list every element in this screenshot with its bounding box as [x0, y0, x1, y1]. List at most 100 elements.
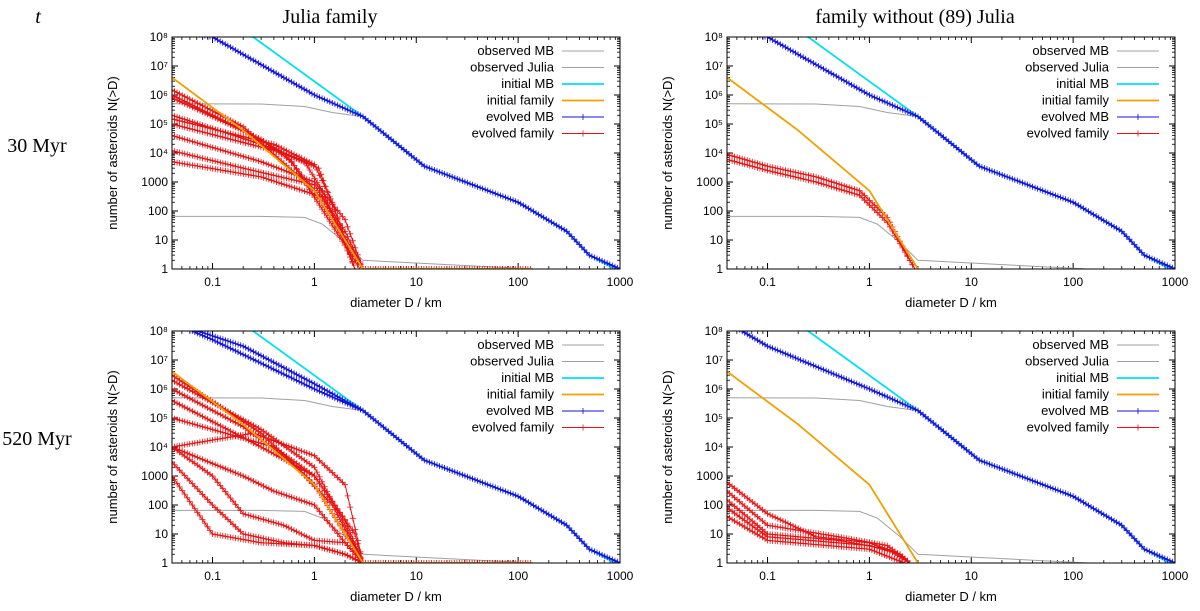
evolved-family-point	[319, 544, 326, 551]
evolved-mb-point	[1006, 174, 1013, 181]
evolved-mb-point	[252, 349, 259, 356]
evolved-mb-point	[265, 65, 272, 72]
evolved-family-point	[219, 412, 226, 419]
evolved-mb-point	[209, 37, 211, 40]
evolved-family-point	[451, 560, 458, 563]
evolved-family-point	[176, 134, 183, 141]
evolved-mb-point	[739, 331, 741, 333]
evolved-mb-point	[588, 547, 595, 554]
evolved-mb-point	[177, 27, 183, 33]
evolved-mb-point	[907, 404, 914, 411]
evolved-family-point	[181, 392, 188, 399]
evolved-family-point	[265, 176, 272, 183]
evolved-family-point	[191, 453, 198, 460]
evolved-family-point	[311, 542, 318, 549]
evolved-mb-point	[499, 487, 506, 494]
evolved-mb-point	[853, 84, 860, 91]
evolved-family-point	[214, 421, 221, 428]
x-tick-label: 1	[311, 569, 318, 583]
evolved-family-point	[172, 372, 175, 379]
legend-marker	[580, 408, 586, 414]
evolved-mb-point	[329, 100, 336, 106]
evolved-family-point	[349, 535, 356, 542]
evolved-mb-point	[283, 76, 290, 83]
evolved-family-point	[438, 560, 445, 563]
evolved-family-point	[423, 560, 430, 563]
evolved-mb-point	[441, 465, 448, 471]
evolved-family-point	[311, 181, 318, 188]
evolved-mb-point	[324, 97, 331, 104]
evolved-family-point	[443, 560, 450, 563]
evolved-mb-point	[245, 354, 252, 360]
y-tick-label: 100	[148, 204, 168, 218]
evolved-mb-point	[1067, 198, 1074, 205]
evolved-family-point	[403, 560, 410, 563]
evolved-family-point	[265, 171, 272, 178]
evolved-family-point	[790, 173, 797, 180]
evolved-family-point	[227, 122, 234, 128]
evolved-family-point	[382, 266, 389, 269]
evolved-family-point	[347, 504, 354, 511]
evolved-family-point	[413, 560, 420, 563]
evolved-mb-point	[354, 111, 361, 118]
evolved-family-point	[237, 164, 244, 171]
x-tick-label: 10	[965, 569, 979, 583]
evolved-mb-point	[242, 344, 249, 351]
evolved-family-point	[174, 117, 181, 124]
evolved-family-point	[258, 173, 265, 180]
evolved-mb-point	[357, 406, 364, 413]
evolved-mb-point	[1022, 180, 1028, 187]
legend-label: initial family	[1042, 387, 1110, 402]
evolved-mb-point	[344, 399, 351, 406]
evolved-mb-point	[339, 104, 346, 111]
y-tick-label: 1000	[141, 469, 168, 483]
y-axis-label: number of asteroids N(>D)	[105, 76, 120, 230]
evolved-family-point	[375, 560, 382, 563]
evolved-family-point	[204, 130, 211, 137]
evolved-family-point	[250, 478, 257, 485]
evolved-family-point	[779, 171, 786, 178]
x-tick-label: 100	[508, 275, 528, 289]
evolved-family-point	[316, 544, 323, 550]
evolved-family-point	[387, 266, 394, 269]
evolved-mb-point	[874, 389, 881, 396]
legend-marker	[1135, 408, 1141, 414]
evolved-family-point	[199, 456, 206, 463]
evolved-mb-point	[1075, 496, 1082, 503]
evolved-family-point	[242, 154, 249, 161]
evolved-mb-point	[535, 505, 542, 512]
evolved-family-point	[278, 149, 285, 156]
evolved-mb-point	[994, 464, 1001, 470]
evolved-family-point	[263, 139, 270, 146]
evolved-mb-point	[257, 61, 264, 68]
y-axis-label: number of asteroids N(>D)	[660, 370, 675, 524]
evolved-mb-point	[252, 357, 259, 364]
evolved-family-point	[227, 168, 234, 175]
evolved-family-point	[403, 266, 410, 269]
evolved-family-point	[869, 204, 876, 211]
evolved-mb-point	[444, 466, 451, 472]
y-tick-label: 10⁴	[149, 146, 168, 160]
evolved-family-point	[492, 266, 498, 269]
evolved-mb-point	[578, 244, 585, 251]
evolved-family-point	[347, 553, 354, 560]
evolved-family-point	[219, 485, 226, 492]
evolved-family-point	[275, 148, 282, 155]
evolved-family-point	[405, 266, 412, 269]
evolved-mb-point	[1042, 482, 1049, 489]
evolved-mb-point	[454, 175, 461, 182]
evolved-family-point	[774, 169, 781, 176]
evolved-mb-point	[777, 348, 784, 355]
evolved-family-point	[253, 423, 259, 430]
evolved-family-point	[179, 135, 186, 142]
evolved-family-point	[194, 140, 201, 146]
evolved-mb-point	[594, 255, 600, 262]
evolved-family-point	[176, 381, 183, 388]
evolved-mb-point	[232, 340, 239, 347]
evolved-family-point	[782, 519, 789, 526]
evolved-family-point	[262, 434, 269, 441]
initial-family-line	[172, 370, 533, 563]
evolved-mb-point	[846, 377, 852, 384]
initial-family-line	[172, 76, 533, 269]
evolved-mb-point	[273, 360, 280, 367]
